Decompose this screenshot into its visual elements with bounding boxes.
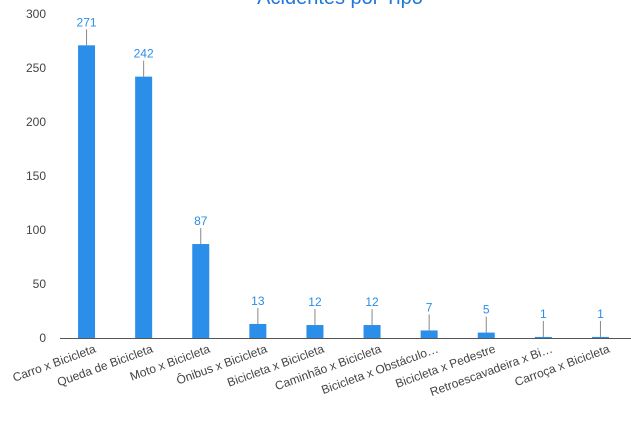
- y-axis-ticks: 0 50 100 150 200 250 300: [26, 7, 46, 345]
- y-tick-label: 150: [26, 169, 46, 183]
- bar: [192, 244, 210, 338]
- data-label: 1: [540, 307, 547, 321]
- bars: [78, 45, 609, 338]
- y-tick-label: 0: [39, 331, 46, 345]
- data-label: 87: [194, 214, 208, 228]
- data-label: 271: [77, 15, 97, 29]
- y-tick-label: 50: [33, 277, 47, 291]
- bar: [477, 332, 495, 338]
- data-label: 12: [365, 295, 379, 309]
- bar: [78, 45, 96, 338]
- y-tick-label: 100: [26, 223, 46, 237]
- y-tick-label: 200: [26, 115, 46, 129]
- bar: [135, 76, 153, 338]
- data-label: 7: [426, 300, 433, 314]
- data-label: 242: [134, 47, 154, 61]
- data-label: 13: [251, 294, 265, 308]
- bar: [591, 336, 609, 338]
- data-labels: 271 242 87 13 12 12 7 5 1 1: [77, 15, 604, 337]
- data-label: 5: [483, 303, 490, 317]
- y-tick-label: 300: [26, 7, 46, 21]
- bar: [534, 336, 552, 338]
- data-label: 12: [308, 295, 322, 309]
- bar: [249, 323, 267, 338]
- bar: [420, 330, 438, 338]
- data-label: 1: [597, 307, 604, 321]
- chart-title: Acidentes por Tipo: [257, 0, 423, 9]
- y-tick-label: 250: [26, 61, 46, 75]
- bar: [306, 325, 324, 338]
- bar: [363, 325, 381, 338]
